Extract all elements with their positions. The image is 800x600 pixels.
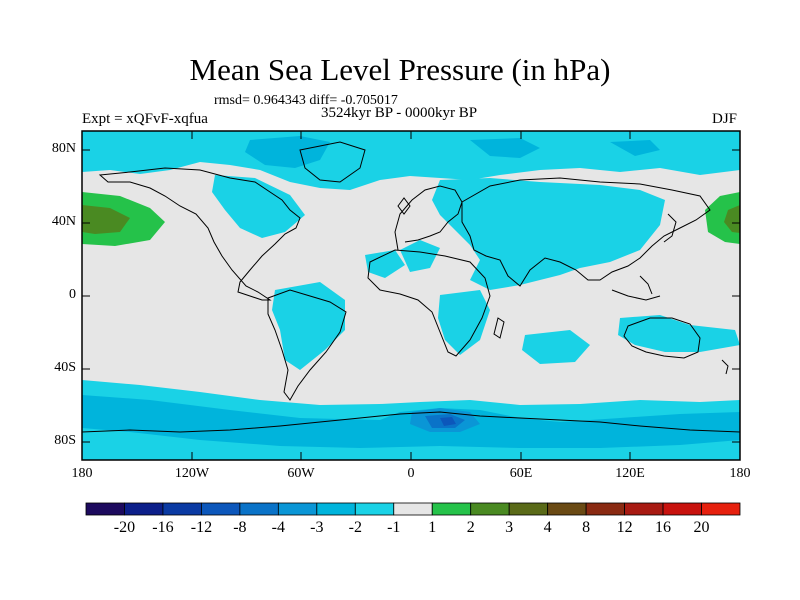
lat-tick-label: 0	[69, 287, 76, 302]
arctic-deep-region	[245, 136, 330, 168]
colorbar-label: -8	[233, 519, 247, 536]
lat-tick-label: 80N	[51, 141, 76, 156]
colorbar-swatch	[624, 502, 664, 516]
colorbar-swatch	[201, 502, 241, 516]
colorbar-swatch	[470, 502, 510, 516]
season-label: DJF	[712, 111, 738, 127]
colorbar-label: -1	[387, 519, 401, 536]
lat-tick-label: 40N	[51, 214, 76, 229]
colorbar-label: -12	[190, 519, 213, 536]
colorbar-swatch	[393, 502, 433, 516]
chart-title: Mean Sea Level Pressure (in hPa)	[189, 52, 611, 87]
lat-tick-label: 40S	[54, 360, 76, 375]
colorbar	[85, 502, 741, 516]
period-label: 3524kyr BP - 0000kyr BP	[321, 105, 478, 121]
colorbar-swatch	[662, 502, 702, 516]
stats-label: rmsd= 0.964343 diff= -0.705017	[214, 93, 398, 108]
colorbar-label: -2	[348, 519, 362, 536]
north-america-anomaly-region	[212, 175, 305, 238]
australia-anomaly-region	[618, 315, 740, 352]
colorbar-swatch	[124, 502, 164, 516]
colorbar-label: 20	[693, 519, 710, 536]
colorbar-label: 2	[466, 519, 475, 536]
south-africa-anomaly-region	[438, 290, 490, 355]
pacific-core-region-east	[724, 205, 740, 233]
colorbar-label: 3	[505, 519, 514, 536]
colorbar-swatch	[239, 502, 279, 516]
colorbar-label: 8	[582, 519, 591, 536]
colorbar-swatch	[701, 502, 741, 516]
arctic-deep-region	[470, 138, 540, 158]
colorbar-label: 16	[655, 519, 672, 536]
lon-tick-label: 120E	[615, 466, 645, 481]
colorbar-swatch	[277, 502, 318, 516]
lat-tick-label: 80S	[54, 433, 76, 448]
colorbar-label: 12	[616, 519, 633, 536]
axis-ticks	[81, 131, 741, 460]
colorbar-label: 1	[428, 519, 437, 536]
colorbar-label: -16	[152, 519, 174, 536]
antarctic-core-region	[440, 417, 456, 426]
lon-tick-label: 60W	[287, 466, 315, 481]
colorbar-label: -20	[113, 519, 136, 536]
map-field	[82, 131, 740, 460]
south-america-anomaly-region	[272, 282, 345, 370]
colorbar-swatch	[431, 502, 472, 516]
colorbar-label: -4	[271, 519, 285, 536]
lon-tick-label: 0	[407, 466, 415, 481]
colorbar-swatch	[547, 502, 587, 516]
indian-ocean-anomaly-region	[522, 330, 590, 364]
arctic-anomaly-region	[82, 131, 740, 190]
lon-tick-label: 180	[71, 466, 93, 481]
colorbar-label: -3	[310, 519, 324, 536]
pacific-core-region-west	[82, 205, 130, 234]
north-africa-anomaly-region	[400, 240, 440, 272]
colorbar-swatch	[585, 502, 625, 516]
colorbar-swatch	[162, 502, 202, 516]
colorbar-swatch	[508, 502, 549, 516]
lon-tick-label: 60E	[509, 466, 533, 481]
eurasia-anomaly-region	[432, 178, 665, 290]
colorbar-swatch	[85, 502, 125, 516]
colorbar-swatch	[354, 502, 395, 516]
colorbar-label: 4	[543, 519, 552, 536]
west-africa-anomaly-region	[365, 250, 405, 278]
lon-tick-label: 120W	[174, 466, 210, 481]
experiment-label: Expt = xQFvF-xqfua	[82, 111, 208, 127]
coastlines	[82, 141, 740, 433]
lon-tick-label: 180	[729, 466, 751, 481]
colorbar-swatch	[316, 502, 356, 516]
arctic-deep-region	[610, 140, 660, 156]
